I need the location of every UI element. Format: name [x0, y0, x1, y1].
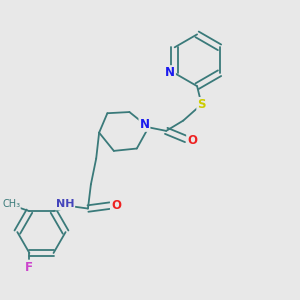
Text: O: O: [187, 134, 197, 147]
Text: N: N: [140, 118, 149, 131]
Text: F: F: [25, 261, 33, 274]
Text: O: O: [111, 199, 121, 212]
Text: N: N: [165, 66, 175, 79]
Text: S: S: [197, 98, 206, 111]
Text: NH: NH: [56, 200, 74, 209]
Text: CH₃: CH₃: [2, 200, 20, 209]
